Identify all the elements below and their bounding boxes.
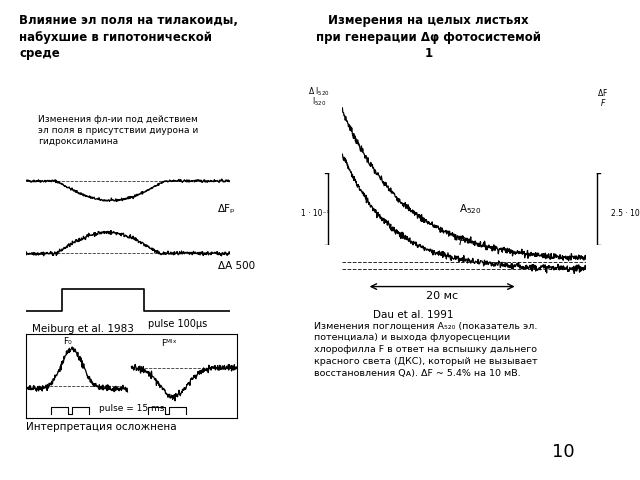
Text: $\Delta$F: $\Delta$F [597,87,609,98]
Text: 1 · 10⁻³: 1 · 10⁻³ [301,209,329,218]
Text: A$_{520}$: A$_{520}$ [459,203,482,216]
Text: 20 мс: 20 мс [426,291,458,301]
Text: Dau et al. 1991: Dau et al. 1991 [372,310,453,320]
Text: Влияние эл поля на тилакоиды,
набухшие в гипотонической
среде: Влияние эл поля на тилакоиды, набухшие в… [19,14,238,60]
Text: 10: 10 [552,443,575,461]
Text: $\Delta$ I$_{520}$: $\Delta$ I$_{520}$ [308,86,330,98]
Text: Изменения фл-ии под действием
эл поля в присутствии диурона и
гидроксиламина: Изменения фл-ии под действием эл поля в … [38,115,198,146]
Text: pulse = 15 ms: pulse = 15 ms [99,404,164,413]
Text: Интерпретация осложнена: Интерпретация осложнена [26,422,176,432]
Text: F₀: F₀ [63,337,72,346]
Text: Meiburg et al. 1983: Meiburg et al. 1983 [32,324,134,334]
Text: ΔA 500: ΔA 500 [218,262,255,271]
Text: Измерения на целых листьях
при генерации Δφ фотосистемой
1: Измерения на целых листьях при генерации… [316,14,541,60]
Text: I$_{520}$: I$_{520}$ [312,96,326,108]
Text: F: F [601,99,605,108]
Text: F: F [459,237,465,247]
Text: Изменения поглощения А₅₂₀ (показатель эл.
потенциала) и выхода флуоресценции
хло: Изменения поглощения А₅₂₀ (показатель эл… [314,322,537,378]
Text: 2.5 · 10⁻²: 2.5 · 10⁻² [611,209,640,218]
Text: Fᴹᴵˣ: Fᴹᴵˣ [161,339,177,348]
Text: pulse 100μs: pulse 100μs [148,319,208,329]
Text: ΔFₚ: ΔFₚ [218,204,236,214]
